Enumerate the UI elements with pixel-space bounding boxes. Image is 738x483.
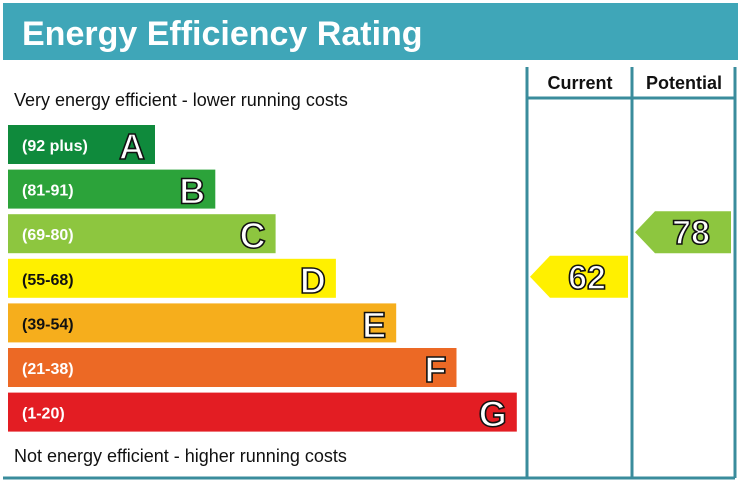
arrow-shape	[635, 211, 731, 254]
band-b: (81-91) B	[8, 169, 216, 212]
band-letter: B	[179, 171, 205, 212]
potential-rating-arrow: 78	[635, 211, 731, 254]
chart-title: Energy Efficiency Rating	[22, 15, 423, 53]
band-a: (92 plus) A	[8, 125, 155, 168]
band-bar	[8, 303, 397, 343]
band-letter: A	[119, 126, 145, 167]
band-range: (92 plus)	[22, 138, 88, 155]
band-bar	[8, 214, 276, 254]
band-bar	[8, 392, 517, 432]
band-e: (39-54) E	[8, 303, 397, 346]
band-range: (55-68)	[22, 272, 74, 289]
band-letter: F	[425, 349, 447, 390]
columns-frame	[3, 67, 737, 480]
band-bar	[8, 348, 457, 387]
band-g: (1-20) G	[8, 392, 517, 435]
band-f: (21-38) F	[8, 348, 457, 391]
band-d: (55-68) D	[8, 258, 336, 302]
column-header-potential: Potential	[646, 73, 722, 93]
band-c: (69-80) C	[8, 214, 276, 257]
band-range: (21-38)	[22, 361, 74, 378]
band-range: (39-54)	[22, 316, 74, 333]
band-letter: G	[479, 394, 507, 435]
arrow-shape	[530, 255, 628, 298]
band-letter: D	[300, 260, 326, 301]
band-range: (81-91)	[22, 183, 74, 200]
band-letter: E	[362, 304, 386, 345]
column-header-current: Current	[547, 73, 612, 93]
arrow-value: 78	[672, 214, 710, 252]
band-bar	[8, 169, 216, 209]
current-rating-arrow: 62	[530, 255, 628, 298]
band-bar	[8, 125, 155, 164]
band-range: (1-20)	[22, 406, 65, 423]
arrow-value: 62	[568, 259, 606, 297]
bottom-note: Not energy efficient - higher running co…	[14, 446, 347, 466]
band-range: (69-80)	[22, 227, 74, 244]
band-bar	[8, 258, 336, 298]
title-banner	[3, 3, 738, 60]
top-note: Very energy efficient - lower running co…	[14, 90, 348, 110]
rating-bands: (92 plus) A(81-91) B(69-80) C(55-68) D(39-54…	[8, 125, 517, 435]
rating-arrows: 62 78	[530, 211, 731, 298]
band-letter: C	[240, 215, 266, 256]
